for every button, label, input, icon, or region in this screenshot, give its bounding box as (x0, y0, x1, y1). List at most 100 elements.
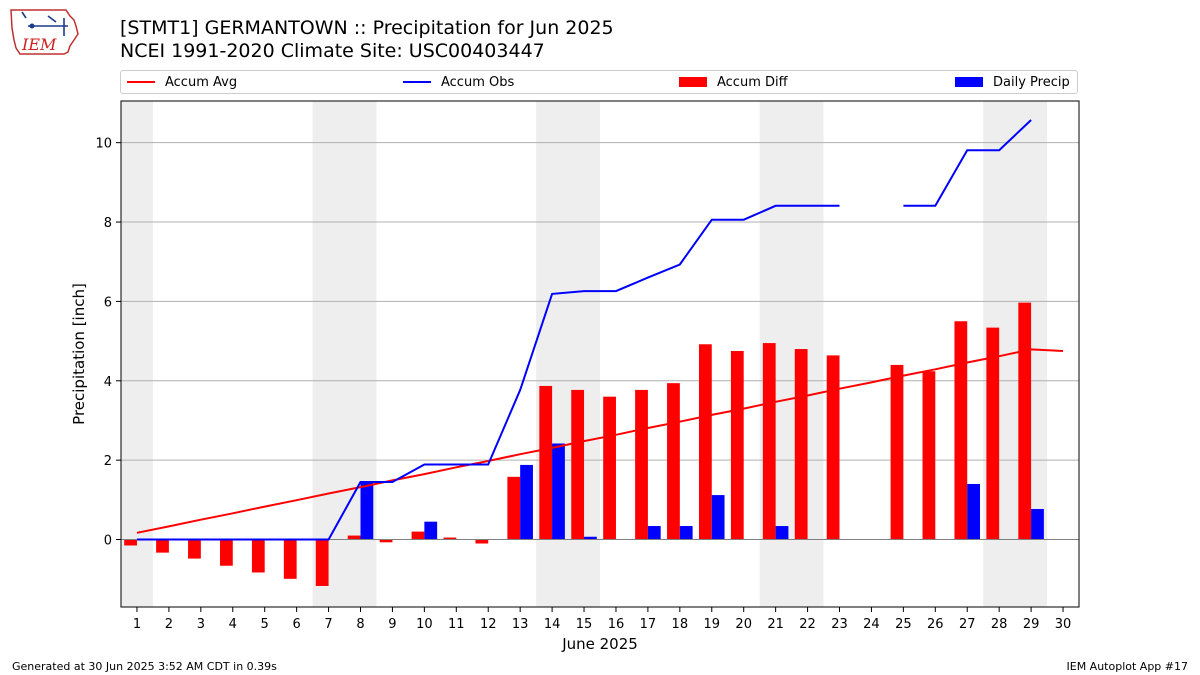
plot-frame (120, 100, 1080, 608)
x-tick-label: 5 (261, 617, 269, 632)
bar-daily-precip (424, 521, 438, 540)
bar-accum-diff (1018, 302, 1032, 540)
bar-accum-diff (251, 539, 265, 573)
footer-app-id: IEM Autoplot App #17 (1066, 660, 1189, 673)
x-tick-label: 26 (927, 617, 944, 632)
bar-daily-precip (520, 464, 533, 540)
legend-label-accum-avg: Accum Avg (165, 74, 238, 90)
x-tick-label: 15 (576, 617, 593, 632)
bar-accum-diff (443, 537, 457, 540)
x-tick-label: 12 (480, 617, 497, 632)
bar-accum-diff (922, 371, 936, 540)
weekend-band (121, 101, 153, 607)
x-tick-label: 25 (895, 617, 912, 632)
bar-accum-diff (986, 327, 1000, 540)
bar-accum-diff (379, 539, 393, 543)
accum-avg-line (136, 348, 1064, 534)
x-tick-label: 3 (197, 617, 205, 632)
logo-text: IEM (21, 35, 57, 54)
y-tick-label: 8 (104, 216, 112, 231)
x-tick-label: 14 (544, 617, 561, 632)
bar-accum-diff (890, 364, 904, 540)
x-tick-label: 19 (703, 617, 720, 632)
y-tick-label: 6 (104, 295, 112, 310)
x-tick-label: 10 (416, 617, 433, 632)
x-tick-label: 30 (1055, 617, 1072, 632)
x-tick-label: 18 (672, 617, 689, 632)
bar-accum-diff (347, 535, 361, 540)
bar-accum-diff (762, 343, 776, 540)
bar-accum-diff (507, 476, 521, 540)
x-tick-label: 20 (735, 617, 752, 632)
bar-accum-diff (124, 539, 137, 546)
bar-accum-diff (667, 383, 680, 540)
y-tick-label: 10 (95, 137, 112, 152)
iem-logo: IEM (10, 9, 79, 55)
bar-accum-diff (283, 539, 297, 579)
x-tick-label: 1 (133, 617, 141, 632)
legend-swatch-accum-obs (403, 81, 431, 83)
bar-accum-diff (730, 351, 744, 540)
x-tick-label: 29 (1023, 617, 1040, 632)
bar-accum-diff (603, 396, 616, 540)
bar-accum-diff (635, 389, 648, 540)
x-tick-label: 16 (608, 617, 625, 632)
legend-item-daily-precip: Daily Precip (955, 74, 1070, 90)
bar-accum-diff (826, 355, 840, 540)
legend-item-accum-obs: Accum Obs (403, 74, 514, 90)
legend-item-accum-avg: Accum Avg (127, 74, 237, 90)
legend-swatch-daily-precip (955, 77, 983, 87)
bar-accum-diff (188, 539, 201, 559)
bar-accum-diff (156, 539, 169, 553)
x-tick-label: 22 (799, 617, 816, 632)
x-tick-label: 9 (388, 617, 396, 632)
legend-label-accum-diff: Accum Diff (717, 74, 788, 90)
footer-generated: Generated at 30 Jun 2025 3:52 AM CDT in … (12, 660, 277, 673)
bar-accum-diff (794, 349, 808, 540)
legend-item-accum-diff: Accum Diff (679, 74, 788, 90)
bar-accum-diff (411, 531, 425, 540)
chart-legend: Accum Avg Accum Obs Accum Diff Daily Pre… (120, 70, 1078, 94)
chart-subtitle: NCEI 1991-2020 Climate Site: USC00403447 (120, 40, 545, 62)
bar-accum-diff (315, 539, 329, 586)
accum-obs-line (137, 119, 1032, 541)
legend-swatch-accum-diff (679, 77, 707, 87)
x-tick-label: 23 (831, 617, 848, 632)
x-tick-label: 6 (292, 617, 300, 632)
bar-accum-diff (475, 539, 489, 544)
y-tick-label: 0 (104, 534, 112, 549)
x-tick-label: 21 (767, 617, 784, 632)
bar-accum-diff (571, 389, 585, 540)
bar-daily-precip (679, 526, 693, 540)
y-axis-label: Precipitation [inch] (70, 283, 88, 425)
x-tick-label: 28 (991, 617, 1008, 632)
y-tick-label: 4 (104, 375, 112, 390)
x-tick-label: 24 (863, 617, 880, 632)
bar-daily-precip (584, 536, 597, 540)
x-tick-label: 11 (448, 617, 465, 632)
bar-daily-precip (711, 495, 725, 540)
bar-daily-precip (552, 443, 565, 540)
legend-label-daily-precip: Daily Precip (993, 74, 1070, 90)
legend-swatch-accum-avg (127, 81, 155, 83)
bar-accum-diff (539, 385, 553, 540)
x-tick-label: 4 (229, 617, 237, 632)
y-tick-label: 2 (104, 454, 112, 469)
x-tick-label: 2 (165, 617, 173, 632)
x-tick-label: 27 (959, 617, 976, 632)
bar-accum-diff (954, 321, 968, 540)
bar-daily-precip (647, 526, 661, 540)
x-tick-label: 17 (640, 617, 657, 632)
bar-daily-precip (360, 481, 374, 540)
bar-accum-diff (219, 539, 233, 566)
chart-title: [STMT1] GERMANTOWN :: Precipitation for … (120, 17, 614, 39)
x-tick-label: 13 (512, 617, 529, 632)
x-tick-label: 7 (324, 617, 332, 632)
bar-daily-precip (967, 483, 981, 540)
bar-daily-precip (775, 526, 789, 540)
x-tick-label: 8 (356, 617, 364, 632)
bar-daily-precip (1031, 508, 1044, 540)
bar-accum-diff (698, 344, 712, 540)
legend-label-accum-obs: Accum Obs (441, 74, 515, 90)
